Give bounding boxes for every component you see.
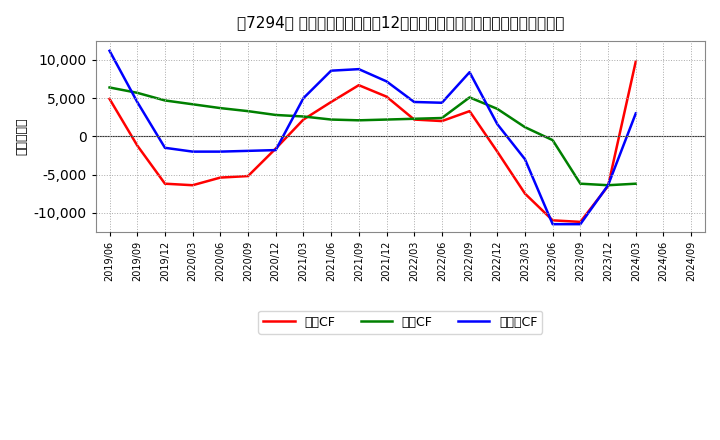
フリーCF (465, 70, 474, 75)
フリーCF (189, 149, 197, 154)
フリーCF (133, 99, 142, 105)
投資CF (521, 125, 529, 130)
投資CF (354, 117, 363, 123)
Y-axis label: （百万円）: （百万円） (15, 117, 28, 155)
フリーCF (382, 79, 391, 84)
投資CF (410, 116, 418, 121)
投資CF (161, 98, 169, 103)
営業CF (133, 143, 142, 148)
投資CF (243, 109, 252, 114)
営業CF (299, 117, 307, 122)
フリーCF (243, 148, 252, 154)
フリーCF (576, 221, 585, 227)
営業CF (410, 117, 418, 122)
フリーCF (299, 95, 307, 101)
営業CF (493, 149, 502, 154)
投資CF (493, 106, 502, 111)
フリーCF (410, 99, 418, 105)
営業CF (354, 83, 363, 88)
営業CF (382, 94, 391, 99)
投資CF (438, 115, 446, 121)
投資CF (465, 95, 474, 100)
フリーCF (631, 111, 640, 116)
フリーCF (271, 147, 280, 153)
投資CF (382, 117, 391, 122)
Title: ［7294］ キャッシュフローの12か月移動合計の対前年同期増減額の推移: ［7294］ キャッシュフローの12か月移動合計の対前年同期増減額の推移 (237, 15, 564, 30)
投資CF (271, 112, 280, 117)
フリーCF (327, 68, 336, 73)
投資CF (299, 114, 307, 119)
フリーCF (521, 157, 529, 162)
投資CF (631, 181, 640, 186)
フリーCF (216, 149, 225, 154)
フリーCF (354, 66, 363, 72)
営業CF (465, 109, 474, 114)
フリーCF (105, 48, 114, 53)
営業CF (189, 183, 197, 188)
営業CF (271, 146, 280, 151)
フリーCF (604, 183, 613, 188)
営業CF (105, 96, 114, 102)
Line: 営業CF: 営業CF (109, 62, 636, 222)
営業CF (631, 59, 640, 64)
営業CF (161, 181, 169, 186)
投資CF (576, 181, 585, 186)
Line: フリーCF: フリーCF (109, 51, 636, 224)
営業CF (327, 99, 336, 105)
営業CF (576, 219, 585, 224)
Legend: 営業CF, 投資CF, フリーCF: 営業CF, 投資CF, フリーCF (258, 311, 542, 334)
フリーCF (161, 145, 169, 150)
営業CF (216, 175, 225, 180)
投資CF (604, 183, 613, 188)
営業CF (604, 183, 613, 189)
Line: 投資CF: 投資CF (109, 88, 636, 185)
投資CF (216, 106, 225, 111)
営業CF (438, 118, 446, 124)
投資CF (133, 90, 142, 95)
投資CF (327, 117, 336, 122)
フリーCF (549, 221, 557, 227)
営業CF (521, 191, 529, 196)
投資CF (105, 85, 114, 90)
投資CF (549, 138, 557, 143)
営業CF (243, 173, 252, 179)
営業CF (549, 218, 557, 223)
フリーCF (493, 121, 502, 127)
投資CF (189, 102, 197, 107)
フリーCF (438, 100, 446, 106)
